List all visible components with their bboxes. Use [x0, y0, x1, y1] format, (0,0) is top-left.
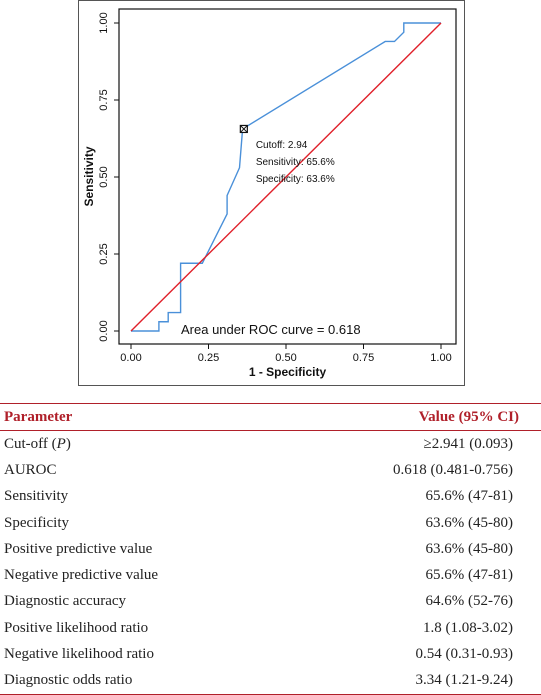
x-tick-label: 0.25	[198, 352, 219, 364]
parameter-cell: Negative predictive value	[0, 562, 279, 588]
parameter-cell: Positive likelihood ratio	[0, 615, 279, 641]
parameter-cell: Diagnostic accuracy	[0, 589, 279, 615]
table-row: Positive predictive value 63.6% (45-80)	[0, 536, 541, 562]
parameter-text: AUROC	[4, 461, 57, 478]
table-header-row: Parameter Value (95% CI)	[0, 403, 541, 431]
x-tick-label: 0.00	[120, 352, 141, 364]
x-tick-label: 0.75	[353, 352, 374, 364]
parameter-text: Diagnostic accuracy	[4, 593, 127, 610]
table-row: Diagnostic accuracy 64.6% (52-76)	[0, 589, 541, 615]
annotation-sensitivity: Sensitivity: 65.6%	[256, 157, 335, 168]
parameter-italic: P	[56, 435, 66, 452]
value-cell: ≥2.941 (0.093)	[423, 435, 513, 452]
roc-chart: 0.00 0.25 0.50 0.75 1.00 0.00 0.25 0.50 0.75 1.00…	[82, 8, 457, 379]
parameter-table: Parameter Value (95% CI) Cut-off (P) ≥2.9…	[0, 403, 541, 695]
annotation-cutoff: Cutoff: 2.94	[256, 140, 308, 151]
value-cell: 65.6% (47-81)	[425, 488, 513, 505]
parameter-text: Negative predictive value	[4, 567, 159, 584]
cutoff-marker-cross-b	[239, 125, 248, 133]
parameter-text: Specificity	[4, 514, 69, 531]
value-cell: 3.34 (1.21-9.24)	[415, 672, 514, 689]
value-cell: 65.6% (47-81)	[425, 567, 513, 584]
table-row: Positive likelihood ratio 1.8 (1.08-3.02)	[0, 615, 541, 641]
roc-figure: 0.00 0.25 0.50 0.75 1.00 0.00 0.25 0.50 0.75 1.00…	[78, 0, 465, 386]
header-value: Value (95% CI)	[418, 408, 519, 425]
value-cell: 0.54 (0.31-0.93)	[415, 646, 514, 663]
parameter-cell: Cut-off (P)	[0, 431, 279, 458]
value-cell: 63.6% (45-80)	[425, 514, 513, 531]
table-row: Negative likelihood ratio 0.54 (0.31-0.93…	[0, 641, 541, 667]
x-tick-label: 1.00	[430, 352, 451, 364]
parameter-cell: Specificity	[0, 510, 279, 536]
parameter-text: Diagnostic odds ratio	[4, 672, 133, 689]
parameter-cell: Positive predictive value	[0, 536, 279, 562]
annotation-specificity: Specificity: 63.6%	[256, 174, 335, 185]
parameter-text: Positive predictive value	[4, 540, 153, 557]
parameter-text: Cut-off (	[4, 435, 57, 452]
y-tick-label: 0.25	[98, 243, 110, 264]
table-row: AUROC 0.618 (0.481-0.756)	[0, 457, 541, 483]
header-parameter: Parameter	[4, 408, 73, 425]
parameter-cell: Negative likelihood ratio	[0, 641, 279, 667]
parameter-text: Sensitivity	[4, 488, 69, 505]
roc-curve-line	[131, 22, 441, 332]
parameter-tail: )	[65, 435, 71, 452]
y-axis-title: Sensitivity	[82, 146, 96, 206]
parameter-cell: Sensitivity	[0, 484, 279, 510]
value-cell: 63.6% (45-80)	[425, 540, 513, 557]
table-row: Negative predictive value 65.6% (47-81)	[0, 562, 541, 588]
table-row: Diagnostic odds ratio 3.34 (1.21-9.24)	[0, 668, 541, 695]
table-row: Sensitivity 65.6% (47-81)	[0, 484, 541, 510]
x-tick-label: 0.50	[275, 352, 296, 364]
parameter-cell: Diagnostic odds ratio	[0, 668, 279, 695]
y-tick-label: 1.00	[98, 12, 110, 33]
parameter-text: Negative likelihood ratio	[4, 646, 154, 663]
reference-diagonal-line	[130, 22, 442, 332]
table-row: Specificity 63.6% (45-80)	[0, 510, 541, 536]
annotation-auc: Area under ROC curve = 0.618	[181, 322, 361, 337]
y-tick-label: 0.50	[98, 166, 110, 187]
parameter-text: Positive likelihood ratio	[4, 619, 149, 636]
y-tick-label: 0.75	[98, 89, 110, 110]
value-cell: 0.618 (0.481-0.756)	[393, 461, 513, 478]
table-row: Cut-off (P) ≥2.941 (0.093)	[0, 431, 541, 458]
value-cell: 64.6% (52-76)	[425, 593, 513, 610]
parameter-cell: AUROC	[0, 457, 279, 483]
value-cell: 1.8 (1.08-3.02)	[423, 619, 513, 636]
y-tick-label: 0.00	[98, 320, 110, 341]
x-axis-title: 1 - Specificity	[249, 365, 327, 379]
